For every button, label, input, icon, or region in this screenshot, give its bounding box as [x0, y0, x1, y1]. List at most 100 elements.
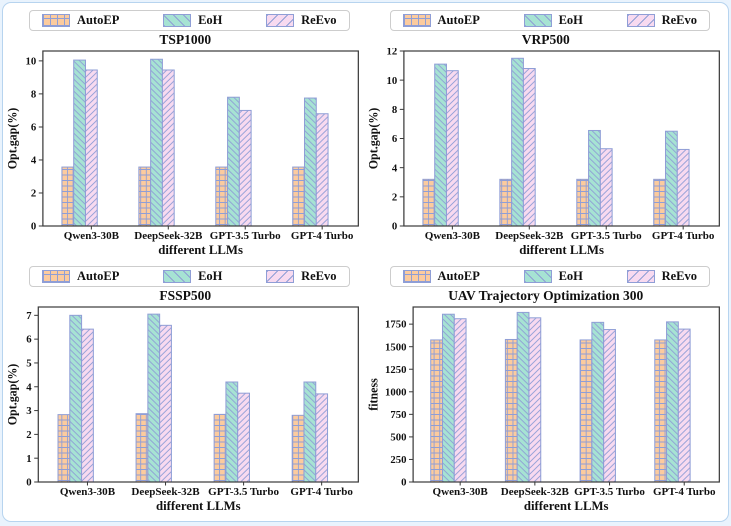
svg-text:1250: 1250	[384, 365, 405, 376]
eoh-swatch-icon	[163, 270, 192, 283]
svg-text:0: 0	[26, 478, 31, 489]
svg-text:GPT-3.5 Turbo: GPT-3.5 Turbo	[570, 230, 641, 242]
svg-text:2: 2	[31, 189, 36, 200]
bar-plot-tsp1000: 0 2 4 6 8 10 Qwen3-30B DeepSeek-32B GPT-3.5 Turb…	[5, 50, 359, 257]
chart-panel-uav: AutoEP EoH ReEvo UAV Trajectory Optimiza…	[366, 262, 727, 518]
svg-text:GPT-3.5 Turbo: GPT-3.5 Turbo	[208, 486, 279, 498]
eoh-swatch-icon	[523, 14, 552, 27]
legend-label-eoh: EoH	[198, 269, 223, 283]
legend-label-reevo: ReEvo	[661, 269, 697, 283]
eoh-swatch-icon	[523, 270, 552, 283]
svg-text:0: 0	[401, 478, 406, 489]
legend-item-autoep: AutoEP	[42, 269, 119, 284]
svg-text:2: 2	[26, 430, 31, 441]
svg-text:Opt.gap(%): Opt.gap(%)	[5, 108, 19, 170]
svg-text:4: 4	[391, 163, 397, 174]
svg-text:4: 4	[26, 382, 32, 393]
autoep-swatch-icon	[42, 14, 70, 27]
svg-text:GPT-3.5 Turbo: GPT-3.5 Turbo	[574, 486, 645, 498]
svg-text:GPT-4 Turbo: GPT-4 Turbo	[652, 486, 715, 498]
legend-item-eoh: EoH	[523, 269, 583, 284]
svg-text:DeepSeek-32B: DeepSeek-32B	[134, 230, 202, 242]
legend-label-eoh: EoH	[198, 13, 223, 27]
chart-title: FSSP500	[159, 288, 212, 303]
svg-text:DeepSeek-32B: DeepSeek-32B	[131, 486, 199, 498]
svg-text:6: 6	[31, 123, 36, 134]
svg-text:3: 3	[26, 406, 31, 417]
legend-label-autoep: AutoEP	[77, 13, 120, 27]
svg-text:1500: 1500	[384, 342, 405, 353]
svg-text:10: 10	[26, 57, 37, 68]
legend-item-reevo: ReEvo	[626, 269, 697, 284]
svg-text:GPT-3.5 Turbo: GPT-3.5 Turbo	[210, 230, 281, 242]
svg-text:4: 4	[31, 156, 37, 167]
svg-text:6: 6	[26, 335, 31, 346]
svg-text:DeepSeek-32B: DeepSeek-32B	[500, 486, 568, 498]
bar-plot-vrp500: 0 2 4 6 8 10 12 Qwen3-30B DeepSeek-32B GPT-3.5 Tu…	[366, 48, 720, 257]
svg-text:1750: 1750	[384, 320, 405, 331]
svg-text:fitness: fitness	[366, 378, 380, 411]
legend-label-autoep: AutoEP	[437, 13, 480, 27]
svg-text:2: 2	[391, 193, 396, 204]
bar-plot-fssp500: 0 1 2 3 4 5 6 7 Qwen3-30B DeepSeek-32B GPT-3.5 Tur…	[5, 306, 359, 513]
chart-title: UAV Trajectory Optimization 300	[448, 288, 644, 303]
svg-text:different LLMs: different LLMs	[156, 499, 241, 513]
svg-text:8: 8	[391, 105, 396, 116]
svg-text:12: 12	[386, 48, 397, 58]
svg-text:10: 10	[386, 76, 397, 87]
svg-text:different LLMs: different LLMs	[523, 499, 608, 513]
svg-text:250: 250	[390, 455, 406, 466]
autoep-swatch-icon	[402, 270, 431, 283]
legend-label-reevo: ReEvo	[301, 13, 337, 27]
legend-item-autoep: AutoEP	[402, 269, 480, 284]
svg-text:GPT-4 Turbo: GPT-4 Turbo	[651, 230, 714, 242]
legend: AutoEP EoH ReEvo	[29, 10, 350, 31]
svg-text:Qwen3-30B: Qwen3-30B	[432, 486, 487, 498]
legend-item-reevo: ReEvo	[266, 269, 336, 284]
reevo-swatch-icon	[626, 270, 655, 283]
svg-text:1: 1	[26, 454, 31, 465]
svg-text:DeepSeek-32B: DeepSeek-32B	[495, 230, 563, 242]
svg-text:0: 0	[391, 222, 396, 233]
legend-item-reevo: ReEvo	[266, 13, 336, 28]
svg-text:1000: 1000	[384, 387, 405, 398]
svg-text:GPT-4 Turbo: GPT-4 Turbo	[291, 230, 354, 242]
legend: AutoEP EoH ReEvo	[29, 266, 350, 287]
charts-grid: AutoEP EoH ReEvo TSP1000	[3, 3, 728, 518]
svg-text:Qwen3-30B: Qwen3-30B	[424, 230, 479, 242]
reevo-swatch-icon	[266, 14, 295, 27]
svg-text:Qwen3-30B: Qwen3-30B	[64, 230, 119, 242]
reevo-swatch-icon	[266, 270, 295, 283]
legend-item-autoep: AutoEP	[402, 13, 480, 28]
legend-label-eoh: EoH	[558, 13, 583, 27]
reevo-swatch-icon	[626, 14, 655, 27]
svg-text:Qwen3-30B: Qwen3-30B	[60, 486, 115, 498]
svg-text:750: 750	[390, 410, 406, 421]
legend-item-autoep: AutoEP	[42, 13, 119, 28]
chart-title: TSP1000	[159, 32, 212, 47]
bar-plot-uav: 0 250 500 750 1000 1250 1500 1750 Qwen3-30B DeepS…	[366, 306, 720, 513]
autoep-swatch-icon	[402, 14, 431, 27]
svg-text:different LLMs: different LLMs	[519, 243, 604, 257]
chart-panel-fssp500: AutoEP EoH ReEvo FSSP500	[5, 262, 366, 518]
legend-label-reevo: ReEvo	[301, 269, 337, 283]
legend-label-eoh: EoH	[558, 269, 583, 283]
svg-text:0: 0	[31, 222, 36, 233]
legend-item-reevo: ReEvo	[626, 13, 697, 28]
svg-text:6: 6	[391, 134, 396, 145]
legend-label-autoep: AutoEP	[77, 269, 120, 283]
legend-item-eoh: EoH	[523, 13, 583, 28]
chart-panel-vrp500: AutoEP EoH ReEvo VRP500	[366, 6, 727, 262]
svg-text:8: 8	[31, 90, 36, 101]
legend-item-eoh: EoH	[163, 13, 222, 28]
eoh-swatch-icon	[163, 14, 192, 27]
autoep-swatch-icon	[42, 270, 70, 283]
svg-text:different LLMs: different LLMs	[158, 243, 243, 257]
legend-label-reevo: ReEvo	[661, 13, 697, 27]
chart-title: VRP500	[521, 32, 570, 47]
svg-text:5: 5	[26, 359, 31, 370]
svg-text:500: 500	[390, 433, 406, 444]
svg-text:Opt.gap(%): Opt.gap(%)	[5, 364, 19, 426]
svg-text:Opt.gap(%): Opt.gap(%)	[366, 108, 380, 170]
